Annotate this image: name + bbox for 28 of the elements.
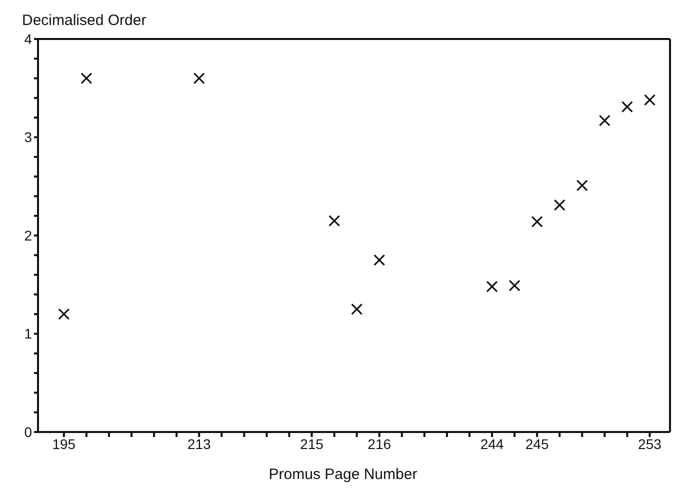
- point: [508, 280, 520, 292]
- point: [374, 254, 386, 266]
- x-tick-label: 216: [368, 436, 392, 452]
- point: [58, 308, 70, 320]
- point: [576, 180, 588, 192]
- point: [644, 94, 656, 106]
- y-tick-label: 3: [24, 129, 32, 146]
- x-tick-label: 213: [187, 436, 211, 452]
- y-tick-label: 2: [24, 227, 32, 244]
- point: [486, 280, 498, 292]
- x-tick-label: 245: [525, 436, 549, 452]
- y-tick-label: 1: [24, 326, 32, 342]
- point: [554, 199, 566, 211]
- x-tick-label: 195: [52, 436, 76, 452]
- x-tick-label: 215: [300, 436, 324, 452]
- point: [598, 114, 610, 126]
- point: [193, 72, 205, 84]
- x-tick-label: 253: [638, 436, 662, 452]
- y-tick-label: 4: [24, 30, 32, 47]
- y-axis-title: Decimalised Order: [22, 12, 146, 29]
- point: [351, 303, 363, 315]
- point: [621, 100, 633, 113]
- point: [328, 214, 340, 227]
- x-tick-label: 244: [480, 436, 504, 452]
- y-tick-label: 0: [24, 424, 32, 440]
- point: [80, 72, 92, 84]
- x-axis-title: Promus Page Number: [268, 466, 418, 483]
- point: [531, 216, 543, 228]
